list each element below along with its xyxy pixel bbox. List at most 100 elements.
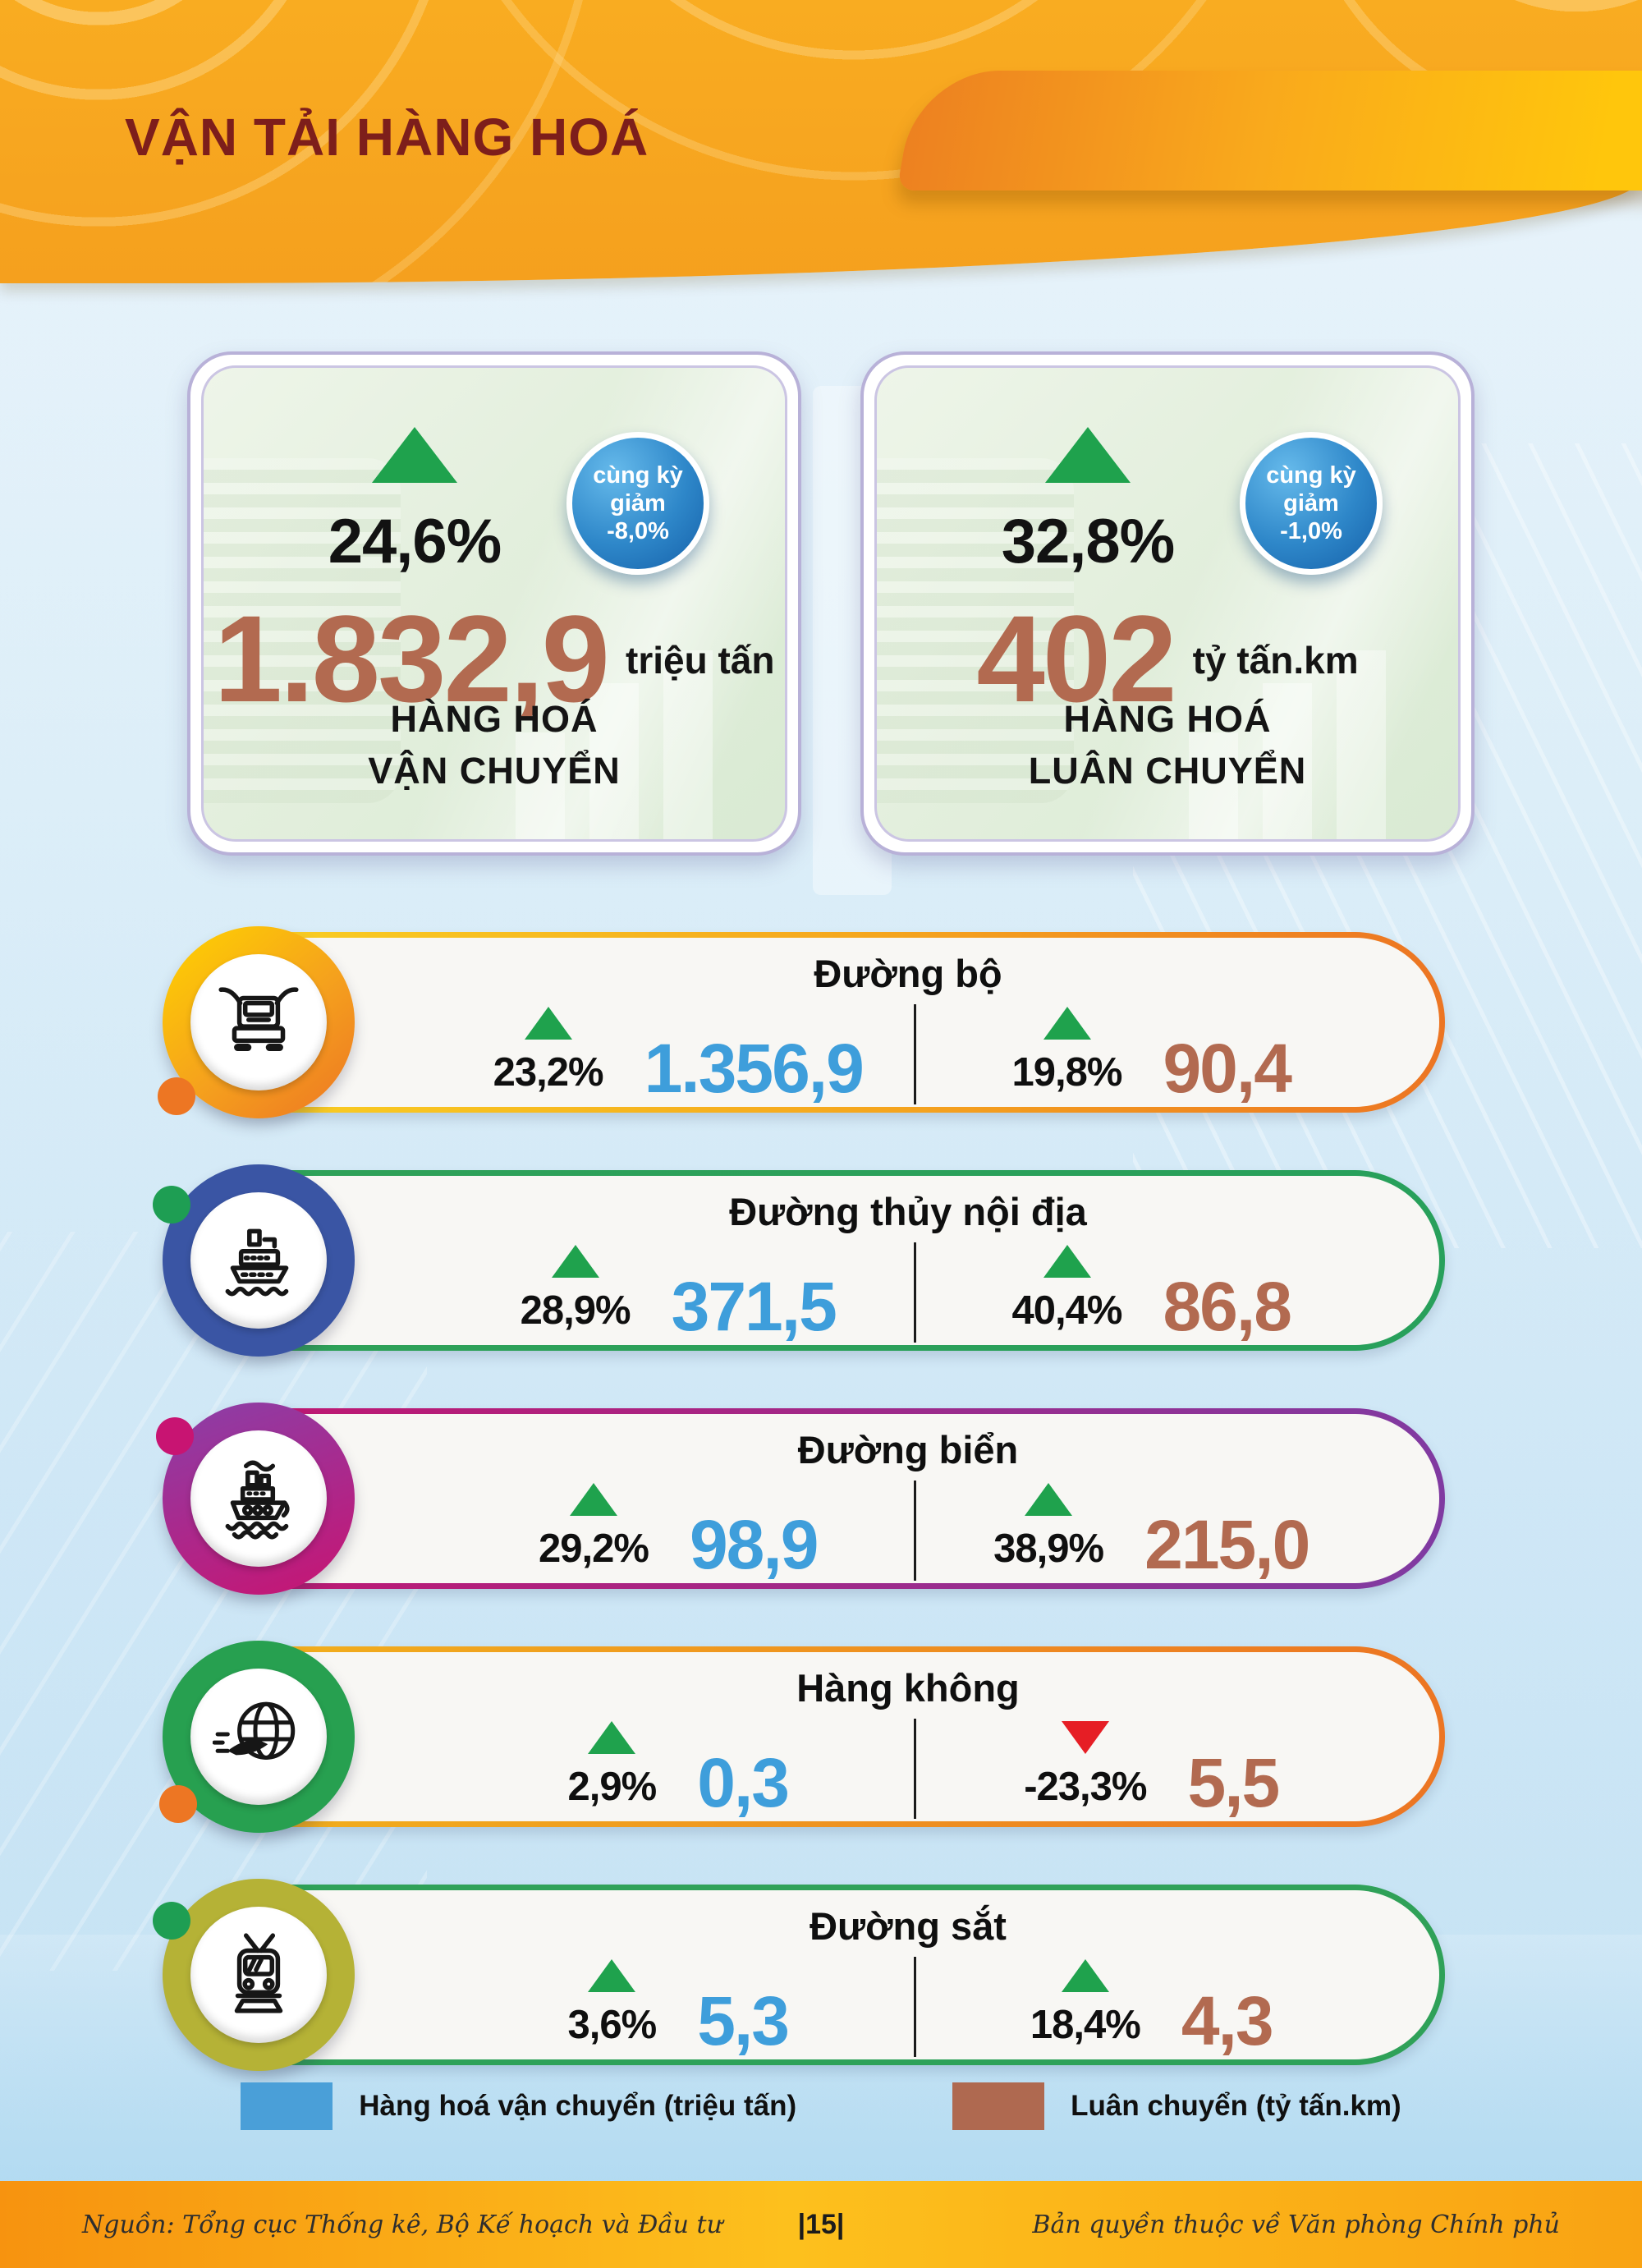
plane-globe-icon-badge xyxy=(159,1641,355,1833)
freight-turnover-value: 402 xyxy=(976,590,1176,728)
legend-swatch-blue xyxy=(241,2082,333,2130)
summary-card-luan-chuyen: 32,8% cùng kỳ giảm -1,0% 402 tỷ tấn.km HÀ… xyxy=(860,351,1475,856)
steamship-icon xyxy=(213,1453,305,1545)
transport-row-duong-sat: Đường sắt 3,6% 5,3 18,4% 4,3 xyxy=(153,1879,1445,2071)
luan-chuyen-value: 5,5 xyxy=(1187,1744,1280,1822)
growth-percent: 19,8% xyxy=(1011,1050,1123,1095)
van-chuyen-group: 28,9% 371,5 xyxy=(443,1245,914,1346)
van-chuyen-value: 98,9 xyxy=(689,1506,819,1584)
divider xyxy=(913,1481,916,1581)
transport-row-duong-thuy-noi-dia: Đường thủy nội địa 28,9% 371,5 40,4% 86,… xyxy=(153,1164,1445,1357)
card-label: HÀNG HOÁ VẬN CHUYỂN xyxy=(368,698,621,792)
summary-cards: 24,6% cùng kỳ giảm -8,0% 1.832,9 triệu tấ… xyxy=(187,351,1475,856)
growth-up-triangle-icon xyxy=(372,427,457,483)
legend-item-luan-chuyen: Luân chuyển (tỷ tấn.km) xyxy=(952,2082,1401,2130)
van-chuyen-value: 5,3 xyxy=(697,1982,790,2060)
growth-triangle-icon xyxy=(570,1483,617,1516)
van-chuyen-value: 371,5 xyxy=(671,1268,837,1346)
summary-card-van-chuyen: 24,6% cùng kỳ giảm -8,0% 1.832,9 triệu tấ… xyxy=(187,351,801,856)
footer-band: Nguồn: Tổng cục Thống kê, Bộ Kế hoạch và… xyxy=(0,2181,1642,2268)
truck-icon-badge xyxy=(158,926,355,1118)
growth-percent: 2,9% xyxy=(567,1765,658,1809)
growth-triangle-icon xyxy=(1043,1245,1091,1278)
growth-triangle-icon xyxy=(1025,1483,1073,1516)
luan-chuyen-group: 40,4% 86,8 xyxy=(916,1245,1387,1346)
luan-chuyen-group: 38,9% 215,0 xyxy=(916,1483,1387,1584)
accent-dot xyxy=(153,1902,190,1940)
luan-chuyen-value: 86,8 xyxy=(1163,1268,1291,1346)
growth-triangle-icon xyxy=(588,1959,636,1992)
footer-page-number: |15| xyxy=(797,2208,845,2240)
plane-globe-icon xyxy=(213,1691,305,1783)
growth-triangle-icon xyxy=(588,1721,636,1754)
luan-chuyen-value: 215,0 xyxy=(1144,1506,1310,1584)
legend-item-van-chuyen: Hàng hoá vận chuyển (triệu tấn) xyxy=(241,2082,796,2130)
van-chuyen-group: 3,6% 5,3 xyxy=(443,1959,914,2055)
growth-percent: 23,2% xyxy=(493,1050,604,1095)
footer-source: Nguồn: Tổng cục Thống kê, Bộ Kế hoạch và… xyxy=(82,2210,722,2239)
luan-chuyen-group: 19,8% 90,4 xyxy=(916,1007,1387,1108)
legend-label: Hàng hoá vận chuyển (triệu tấn) xyxy=(359,2090,797,2122)
row-title: Đường sắt xyxy=(810,1904,1007,1948)
ferry-icon xyxy=(213,1214,305,1306)
badge-line: giảm xyxy=(610,489,666,516)
accent-dot xyxy=(158,1077,195,1115)
growth-up-triangle-icon xyxy=(1045,427,1131,483)
row-title: Đường thủy nội địa xyxy=(729,1190,1087,1233)
growth-triangle-icon xyxy=(1043,1007,1091,1040)
accent-dot xyxy=(153,1186,190,1224)
decline-triangle-icon xyxy=(1061,1721,1109,1754)
freight-volume-value: 1.832,9 xyxy=(213,590,610,728)
row-title: Đường bộ xyxy=(814,952,1002,995)
badge-line: cùng kỳ xyxy=(593,461,683,489)
luan-chuyen-value: 4,3 xyxy=(1181,1982,1274,2060)
growth-percent: 24,6% xyxy=(328,507,502,576)
growth-percent: 40,4% xyxy=(1011,1288,1123,1333)
card-label: HÀNG HOÁ LUÂN CHUYỂN xyxy=(1028,698,1307,792)
growth-triangle-icon xyxy=(551,1245,599,1278)
badge-line: -8,0% xyxy=(607,518,669,545)
transport-row-duong-bien: Đường biển 29,2% 98,9 38,9% 215,0 xyxy=(156,1403,1445,1595)
tram-icon-badge xyxy=(153,1879,355,2071)
transport-row-hang-khong: Hàng không 2,9% 0,3 -23,3% 5,5 xyxy=(159,1641,1445,1833)
accent-dot xyxy=(159,1785,197,1823)
growth-triangle-icon xyxy=(1061,1959,1109,1992)
freight-turnover-unit: tỷ tấn.km xyxy=(1192,639,1359,682)
tram-icon xyxy=(213,1929,305,2021)
same-period-badge: cùng kỳ giảm -1,0% xyxy=(1240,432,1383,575)
divider xyxy=(913,1004,916,1104)
van-chuyen-group: 2,9% 0,3 xyxy=(443,1721,914,1822)
footer-copyright: Bản quyền thuộc về Văn phòng Chính phủ xyxy=(1032,2210,1560,2239)
row-title: Đường biển xyxy=(797,1428,1019,1471)
badge-line: giảm xyxy=(1283,489,1339,516)
steamship-icon-badge xyxy=(156,1403,355,1595)
same-period-badge: cùng kỳ giảm -8,0% xyxy=(566,432,709,575)
page-title: VẬN TẢI HÀNG HOÁ xyxy=(125,108,649,167)
legend-label: Luân chuyển (tỷ tấn.km) xyxy=(1071,2090,1401,2122)
transport-rows: Đường bộ 23,2% 1.356,9 19,8% 90,4 xyxy=(153,926,1445,2123)
legend-swatch-brown xyxy=(952,2082,1045,2130)
growth-percent: 3,6% xyxy=(567,2003,658,2047)
divider xyxy=(913,1719,916,1819)
header-ribbon xyxy=(897,71,1642,191)
header-band: VẬN TẢI HÀNG HOÁ xyxy=(0,0,1642,283)
growth-percent: 38,9% xyxy=(993,1527,1104,1571)
van-chuyen-value: 1.356,9 xyxy=(644,1030,865,1108)
badge-line: -1,0% xyxy=(1280,518,1342,545)
growth-triangle-icon xyxy=(524,1007,572,1040)
luan-chuyen-value: 90,4 xyxy=(1163,1030,1291,1108)
divider xyxy=(913,1242,916,1343)
ferry-icon-badge xyxy=(153,1164,355,1357)
growth-block: 32,8% xyxy=(952,427,1223,577)
freight-volume-unit: triệu tấn xyxy=(626,639,775,682)
van-chuyen-group: 23,2% 1.356,9 xyxy=(443,1007,914,1108)
van-chuyen-value: 0,3 xyxy=(697,1744,790,1822)
row-title: Hàng không xyxy=(796,1666,1020,1710)
van-chuyen-group: 29,2% 98,9 xyxy=(443,1483,914,1584)
growth-percent: 29,2% xyxy=(539,1527,649,1571)
growth-percent: 18,4% xyxy=(1030,2003,1141,2047)
growth-block: 24,6% xyxy=(279,427,550,577)
growth-percent: -23,3% xyxy=(1024,1765,1147,1809)
badge-line: cùng kỳ xyxy=(1266,461,1356,489)
luan-chuyen-group: 18,4% 4,3 xyxy=(916,1959,1387,2055)
